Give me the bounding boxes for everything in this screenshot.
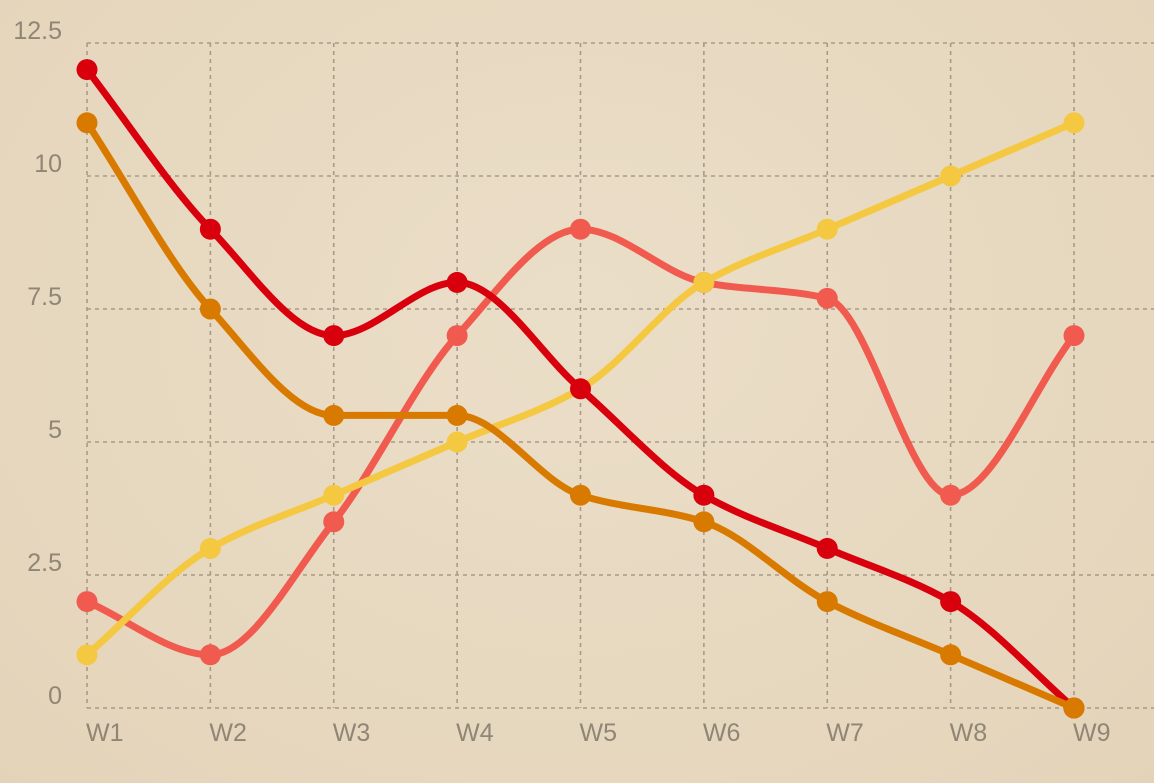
series-line [83,119,1078,712]
data-point[interactable] [693,511,715,533]
series-layer [76,59,1085,719]
x-axis-ticks: W1 W2 W3 W4 W5 W6 W7 W8 W9 [86,719,1111,747]
data-point[interactable] [816,287,838,309]
y-tick-label: 5 [48,416,62,444]
x-tick-label: W3 [333,719,371,747]
data-point[interactable] [199,537,221,559]
series-3 [76,59,1085,719]
data-point[interactable] [199,298,221,320]
y-tick-label: 7.5 [27,283,62,311]
x-tick-label: W7 [826,719,864,747]
x-tick-label: W4 [456,719,494,747]
y-axis-ticks: 0 2.5 5 7.5 10 12.5 [13,17,62,710]
y-tick-label: 12.5 [13,17,62,45]
x-tick-label: W5 [580,719,618,747]
x-tick-label: W8 [950,719,988,747]
x-tick-label: W6 [703,719,741,747]
y-tick-label: 2.5 [27,549,62,577]
y-tick-label: 10 [34,150,62,178]
data-point[interactable] [76,59,98,81]
grid-layer [86,42,1154,709]
data-point[interactable] [323,325,345,347]
x-tick-label: W1 [86,719,124,747]
series-line [83,66,1078,712]
data-point[interactable] [76,112,98,134]
series-4 [76,112,1085,719]
data-point[interactable] [940,484,962,506]
data-point[interactable] [940,644,962,666]
data-point[interactable] [940,165,962,187]
data-point[interactable] [570,484,591,506]
data-point[interactable] [323,511,345,533]
data-point[interactable] [323,404,345,426]
data-point[interactable] [693,484,715,506]
data-point[interactable] [199,218,221,240]
data-point[interactable] [446,271,468,293]
data-point[interactable] [446,325,468,347]
data-point[interactable] [1063,112,1085,134]
data-point[interactable] [693,271,715,293]
data-point[interactable] [76,591,98,613]
data-point[interactable] [570,378,591,400]
data-point[interactable] [816,537,838,559]
y-tick-label: 0 [48,682,62,710]
data-point[interactable] [816,591,838,613]
data-point[interactable] [323,484,345,506]
x-tick-label: W9 [1073,719,1111,747]
data-point[interactable] [76,644,98,666]
data-point[interactable] [199,644,221,666]
data-point[interactable] [446,404,468,426]
data-point[interactable] [1063,325,1085,347]
data-point[interactable] [1063,697,1085,719]
data-point[interactable] [446,431,468,453]
data-point[interactable] [570,218,591,240]
data-point[interactable] [940,591,962,613]
data-point[interactable] [816,218,838,240]
x-tick-label: W2 [209,719,247,747]
